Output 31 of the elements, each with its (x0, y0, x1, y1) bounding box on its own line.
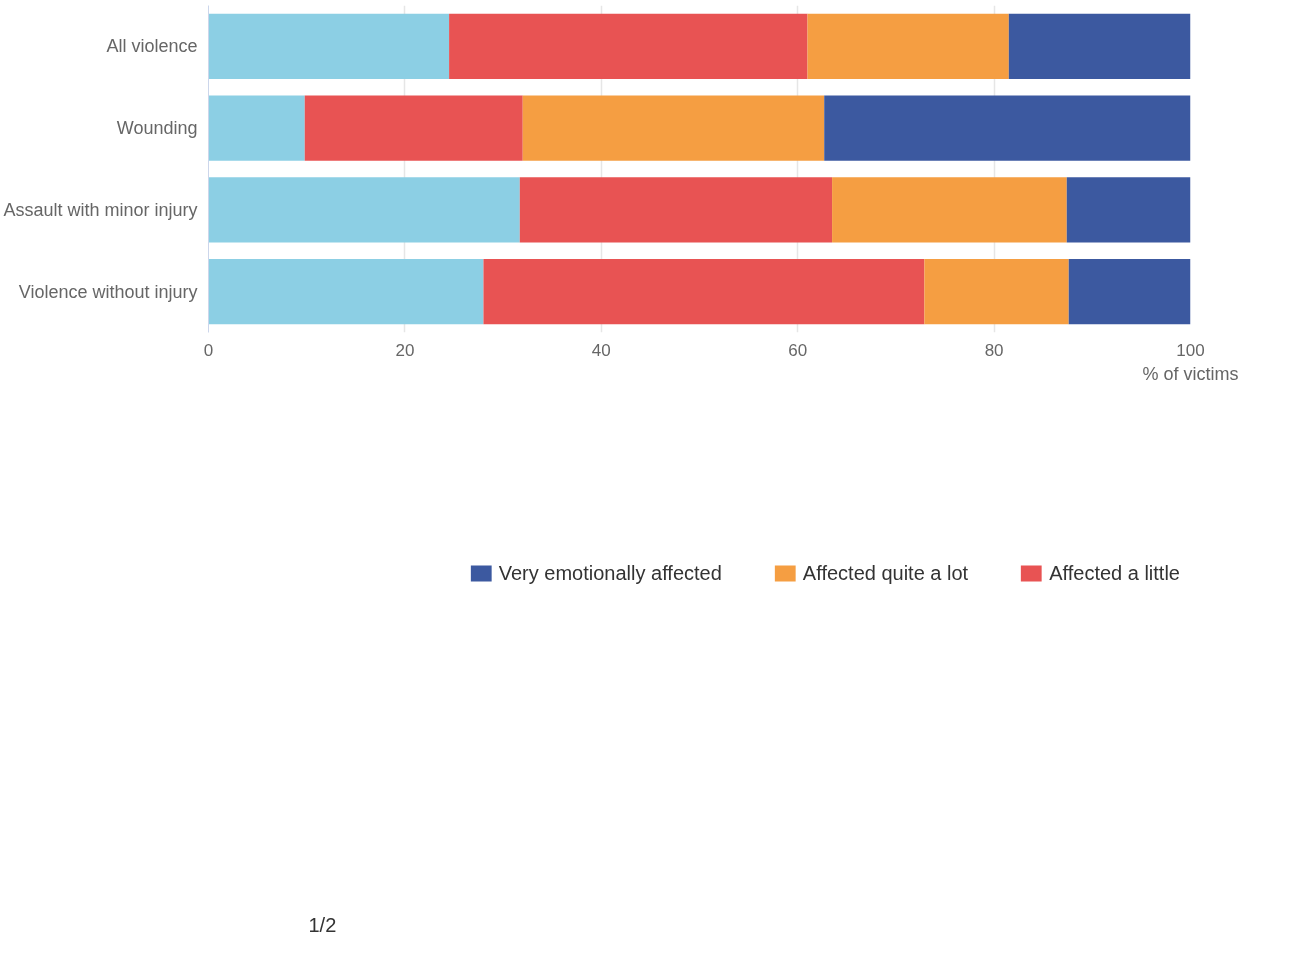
y-tick-label: Assault with minor injury (3, 199, 198, 220)
bar (924, 258, 1069, 325)
legend-label: Very emotionally affected (498, 561, 722, 585)
x-tick-label: 100 (1176, 340, 1205, 360)
bar (824, 95, 1191, 161)
bar (519, 177, 833, 243)
bar (807, 13, 1009, 80)
bar (522, 95, 825, 161)
y-tick-label: Wounding (116, 118, 198, 139)
legend-label: Affected quite a lot (802, 561, 969, 585)
x-tick-label: 60 (788, 340, 808, 360)
bar (1066, 177, 1191, 243)
x-tick-label: 40 (591, 340, 611, 360)
bar (304, 95, 523, 161)
text: 1/2 (308, 913, 337, 936)
bar (449, 13, 808, 80)
y-tick-label: Violence without injury (18, 281, 198, 302)
bar (208, 258, 484, 325)
legend-label: Affected a little (1049, 561, 1180, 585)
bar (483, 258, 925, 325)
bar (1008, 13, 1191, 80)
x-axis-title: % of victims (1142, 363, 1239, 384)
bar (208, 95, 305, 161)
bar (1068, 258, 1191, 325)
x-tick-label: 20 (395, 340, 415, 360)
x-tick-label: 0 (203, 340, 214, 360)
bar (208, 13, 450, 80)
bar (832, 177, 1067, 243)
bar (208, 177, 520, 243)
y-tick-label: All violence (106, 36, 198, 57)
x-tick-label: 80 (984, 340, 1004, 360)
